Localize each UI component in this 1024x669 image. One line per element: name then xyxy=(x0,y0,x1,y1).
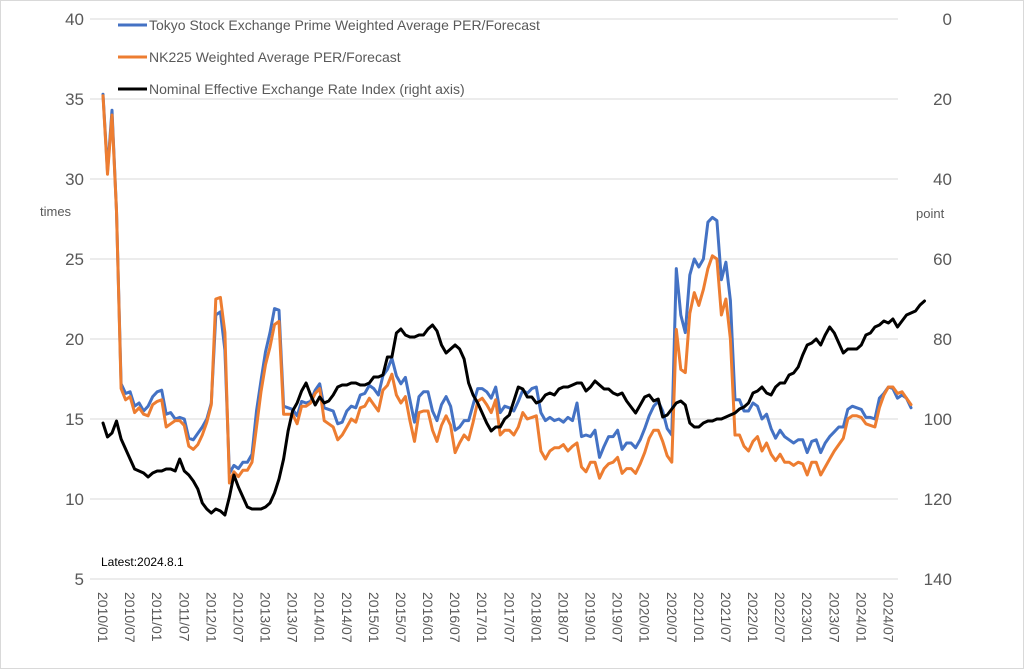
x-tick-label: 2015/01 xyxy=(366,592,382,643)
right-tick-label: 0 xyxy=(943,10,952,29)
gridlines xyxy=(90,18,898,580)
x-tick-label: 2018/01 xyxy=(528,592,544,643)
x-tick-label: 2015/07 xyxy=(393,592,409,643)
legend: Tokyo Stock Exchange Prime Weighted Aver… xyxy=(118,17,540,97)
x-tick-label: 2014/07 xyxy=(339,592,355,643)
x-tick-label: 2011/01 xyxy=(149,592,165,642)
latest-date-annotation: Latest:2024.8.1 xyxy=(101,555,184,569)
x-tick-label: 2016/07 xyxy=(447,592,463,643)
x-tick-label: 2024/07 xyxy=(880,592,896,643)
left-tick-label: 15 xyxy=(65,410,84,429)
left-tick-label: 20 xyxy=(65,330,84,349)
x-tick-label: 2016/01 xyxy=(420,592,436,643)
x-tick-label: 2020/07 xyxy=(664,592,680,643)
right-axis-label: point xyxy=(916,206,945,221)
left-tick-label: 25 xyxy=(65,250,84,269)
x-tick-label: 2012/07 xyxy=(230,592,246,643)
x-tick-label: 2021/07 xyxy=(718,592,734,643)
right-tick-label: 100 xyxy=(924,410,952,429)
series-line-tse-prime-per xyxy=(101,92,913,475)
left-tick-label: 40 xyxy=(65,10,84,29)
left-tick-label: 30 xyxy=(65,170,84,189)
legend-label-tse-prime: Tokyo Stock Exchange Prime Weighted Aver… xyxy=(149,17,540,33)
x-axis-ticks: 2010/01 2010/07 2011/01 2011/07 2012/01 2012/… xyxy=(95,592,896,643)
x-tick-label: 2024/01 xyxy=(853,592,869,643)
x-tick-label: 2017/01 xyxy=(474,592,490,643)
right-tick-label: 40 xyxy=(933,170,952,189)
x-tick-label: 2022/01 xyxy=(745,592,761,643)
series-line-nk225-per xyxy=(101,94,913,485)
x-tick-label: 2012/01 xyxy=(203,592,219,643)
right-tick-label: 60 xyxy=(933,250,952,269)
x-tick-label: 2018/07 xyxy=(555,592,571,643)
right-tick-label: 80 xyxy=(933,330,952,349)
right-tick-label: 140 xyxy=(924,570,952,589)
x-tick-label: 2013/01 xyxy=(258,592,274,643)
x-tick-label: 2023/07 xyxy=(826,592,842,643)
series-lines xyxy=(101,92,926,517)
left-tick-label: 10 xyxy=(65,490,84,509)
series-line-neer xyxy=(101,299,926,517)
x-tick-label: 2019/01 xyxy=(583,592,599,643)
x-tick-label: 2010/01 xyxy=(95,592,111,643)
x-tick-label: 2014/01 xyxy=(312,592,328,643)
x-tick-label: 2020/01 xyxy=(637,592,653,643)
x-tick-label: 2017/07 xyxy=(501,592,517,643)
x-tick-label: 2021/01 xyxy=(691,592,707,643)
left-axis-label: times xyxy=(40,204,72,219)
x-tick-label: 2011/07 xyxy=(176,592,192,642)
left-tick-label: 5 xyxy=(75,570,84,589)
x-tick-label: 2010/07 xyxy=(122,592,138,643)
left-axis-ticks: 5 10 15 20 25 30 35 40 xyxy=(65,10,84,589)
legend-label-nk225: NK225 Weighted Average PER/Forecast xyxy=(149,49,401,65)
x-tick-label: 2019/07 xyxy=(610,592,626,643)
x-tick-label: 2013/07 xyxy=(285,592,301,643)
legend-label-neer: Nominal Effective Exchange Rate Index (r… xyxy=(149,81,465,97)
right-tick-label: 20 xyxy=(933,90,952,109)
x-tick-label: 2022/07 xyxy=(772,592,788,643)
x-tick-label: 2023/01 xyxy=(799,592,815,643)
right-axis-ticks: 0 20 40 60 80 100 120 140 xyxy=(924,10,952,589)
right-tick-label: 120 xyxy=(924,490,952,509)
left-tick-label: 35 xyxy=(65,90,84,109)
